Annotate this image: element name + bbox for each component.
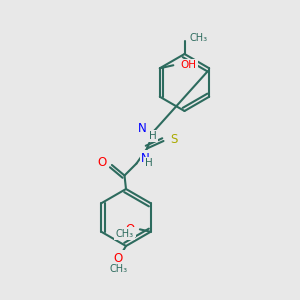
Text: OH: OH — [181, 60, 197, 70]
Text: CH₃: CH₃ — [110, 263, 128, 274]
Text: H: H — [146, 158, 153, 168]
Text: N: N — [138, 122, 147, 135]
Text: O: O — [97, 156, 106, 169]
Text: H: H — [149, 131, 157, 141]
Text: O: O — [114, 251, 123, 265]
Text: O: O — [125, 223, 135, 236]
Text: N: N — [141, 152, 150, 165]
Text: CH₃: CH₃ — [189, 33, 207, 43]
Text: CH₃: CH₃ — [116, 229, 134, 239]
Text: S: S — [170, 133, 178, 146]
